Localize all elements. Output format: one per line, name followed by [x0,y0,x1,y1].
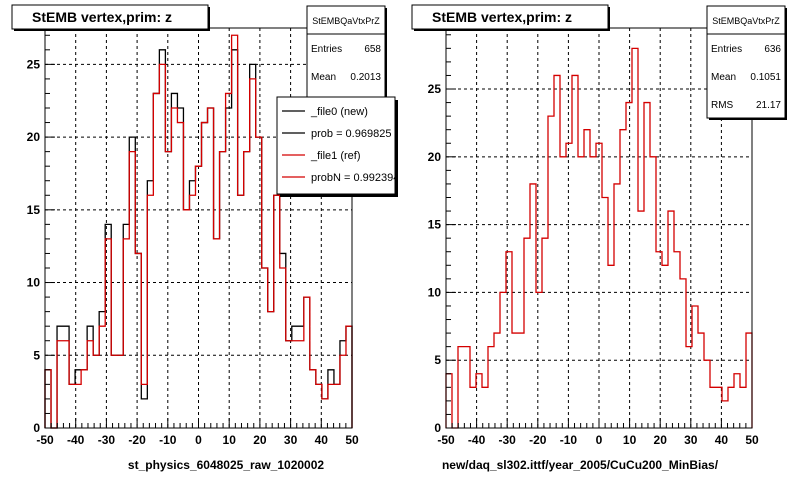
stats-mean-value: 0.1051 [750,72,781,83]
x-tick-label: 50 [345,433,359,447]
x-tick-label: 40 [715,433,729,447]
x-axis-title: new/daq_sl302.ittf/year_2005/CuCu200_Min… [442,458,719,472]
stats-mean-value: 0.2013 [350,72,381,83]
stats-entries-label: Entries [311,44,342,55]
stats-box [706,5,786,119]
x-tick-label: 30 [284,433,298,447]
stats-title: StEMBQaVtxPrZ [712,16,780,26]
stats-mean-label: Mean [311,72,336,83]
stats-entries-value: 636 [764,44,781,55]
stats-mean-label: Mean [711,72,736,83]
chart-title: StEMB vertex,prim: z [432,9,572,25]
y-tick-label: 0 [33,421,40,435]
x-tick-label: -50 [36,433,54,447]
legend-entry-label: _file0 (new) [310,106,368,118]
stats-entries-value: 658 [364,44,381,55]
histogram-series-0 [445,47,753,429]
legend-entries: _file0 (new) prob = 0.969825 _file1 (ref) p… [282,106,399,184]
histogram-series-1 [44,34,353,429]
title-box [411,4,609,30]
stats-rms-label: RMS [711,100,734,111]
x-tick-label: 40 [315,433,329,447]
x-tick-label: -20 [529,433,547,447]
legend-entry-label: _file1 (ref) [310,150,361,162]
y-tick-label: 10 [428,285,442,299]
x-tick-label: 0 [195,433,202,447]
x-tick-label: -50 [437,433,455,447]
y-tick-label: 20 [27,130,41,144]
x-tick-label: 10 [623,433,637,447]
y-tick-label: 10 [27,276,41,290]
chart-title: StEMB vertex,prim: z [32,9,172,25]
x-tick-label: 50 [745,433,759,447]
legend-entry-label: prob = 0.969825 [311,128,391,140]
stats-box [306,5,386,103]
x-tick-label: 0 [596,433,603,447]
y-tick-label: 5 [33,348,40,362]
y-tick-label: 15 [428,218,442,232]
y-tick-label: 25 [428,82,442,96]
right-histogram-svg: -50 -40 -30 -20 -10 0 10 20 30 40 50 0 5 10 15 20 25 StEM… [411,4,787,472]
y-tick-label: 0 [434,421,441,435]
x-tick-label: -30 [499,433,517,447]
legend-box [276,96,396,195]
stats-rms-value: 21.17 [756,100,781,111]
x-tick-label: -10 [560,433,578,447]
x-tick-label: 20 [654,433,668,447]
x-tick-label: -20 [128,433,146,447]
y-tick-label: 20 [428,150,442,164]
left-histogram-panel: -50 -40 -30 -20 -10 0 10 20 30 40 50 0 5 10 15 20 25 StEM… [11,4,399,472]
x-tick-label: -40 [67,433,85,447]
right-histogram-panel: -50 -40 -30 -20 -10 0 10 20 30 40 50 0 5 10 15 20 25 StEM… [400,0,800,480]
x-tick-label: -10 [159,433,177,447]
stats-title: StEMBQaVtxPrZ [312,16,380,26]
x-tick-label: 10 [223,433,237,447]
y-tick-label: 15 [27,203,41,217]
legend-entry-label: probN = 0.992394 [311,172,399,184]
y-tick-label: 5 [434,353,441,367]
left-histogram-svg: -50 -40 -30 -20 -10 0 10 20 30 40 50 0 5 10 15 20 25 StEM… [11,4,399,472]
x-tick-label: 30 [684,433,698,447]
x-tick-label: -40 [468,433,486,447]
y-tick-label: 25 [27,57,41,71]
x-axis-title: st_physics_6048025_raw_1020002 [128,458,324,472]
title-box [11,4,209,30]
x-tick-label: -30 [98,433,116,447]
x-tick-label: 20 [253,433,267,447]
stats-entries-label: Entries [711,44,742,55]
